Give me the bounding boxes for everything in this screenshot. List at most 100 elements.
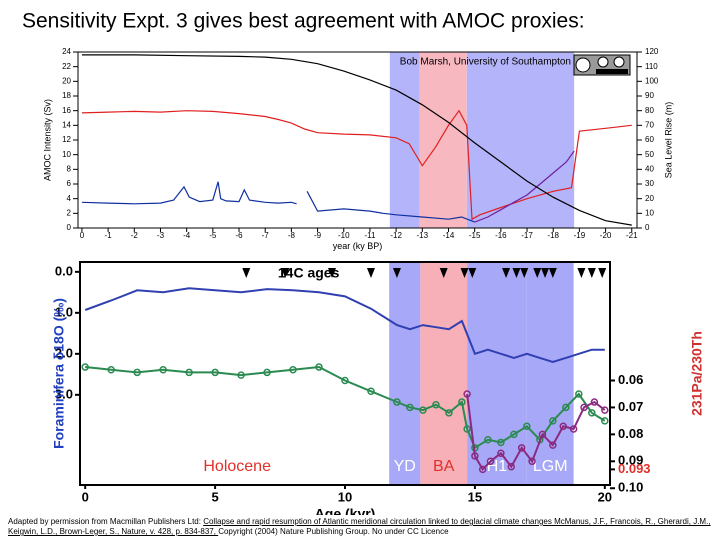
x-axis-label: Age (kyr) bbox=[315, 506, 376, 515]
y-axis-label: Foraminifera δ18O (‰) bbox=[51, 298, 67, 449]
data-point bbox=[486, 457, 495, 466]
x-tick-label: -2 bbox=[131, 231, 139, 240]
slide-canvas: Sensitivity Expt. 3 gives best agreement… bbox=[22, 10, 705, 515]
data-point bbox=[185, 368, 193, 377]
data-point bbox=[289, 365, 297, 374]
x-tick-label: -6 bbox=[235, 231, 243, 240]
y2-tick-label: 80 bbox=[645, 106, 654, 115]
data-point bbox=[562, 403, 570, 412]
age-marker bbox=[598, 268, 607, 278]
data-point bbox=[580, 403, 588, 412]
data-point bbox=[569, 425, 578, 433]
shaded-period bbox=[420, 262, 468, 485]
data-point bbox=[445, 409, 453, 417]
age-marker bbox=[468, 268, 477, 278]
age-marker bbox=[541, 268, 550, 278]
y2-tick-label: 0.07 bbox=[618, 399, 643, 414]
x-tick-label: -18 bbox=[547, 231, 559, 240]
data-point bbox=[463, 425, 471, 433]
age-marker bbox=[520, 268, 529, 278]
y-tick-label: 24 bbox=[62, 47, 71, 56]
y-tick-label: 6 bbox=[67, 179, 72, 188]
shaded-period bbox=[466, 52, 575, 228]
period-label: H1 bbox=[487, 458, 508, 475]
y2-tick-label: 40 bbox=[645, 164, 654, 173]
y-tick-label: 20 bbox=[62, 76, 71, 85]
footer-text: Collapse and rapid resumption of Atlanti… bbox=[8, 517, 711, 536]
y-tick-label: 0 bbox=[67, 223, 72, 232]
age-marker bbox=[242, 268, 251, 278]
attribution: Bob Marsh, University of Southampton bbox=[400, 57, 571, 68]
x-tick-label: -4 bbox=[183, 231, 191, 240]
age-marker bbox=[533, 268, 542, 278]
data-point bbox=[478, 465, 487, 474]
x-tick-label: -12 bbox=[390, 231, 402, 240]
y-tick-label: 2 bbox=[67, 208, 72, 217]
x-axis-label: year (ky BP) bbox=[333, 241, 383, 251]
data-point bbox=[484, 436, 492, 444]
data-point bbox=[367, 387, 375, 396]
y2-tick-label: 70 bbox=[645, 120, 654, 129]
y-tick-label: 2.0 bbox=[55, 345, 73, 360]
y-tick-label: 18 bbox=[62, 91, 71, 100]
data-point bbox=[590, 398, 599, 406]
y2-tick-label: 0 bbox=[645, 223, 650, 232]
data-point bbox=[458, 398, 466, 406]
age-marker bbox=[439, 268, 448, 278]
data-point bbox=[237, 371, 245, 379]
data-point bbox=[507, 462, 516, 471]
data-point bbox=[601, 406, 609, 414]
x-tick-label: 10 bbox=[338, 489, 352, 504]
data-point bbox=[263, 368, 271, 377]
data-line bbox=[84, 287, 605, 364]
shaded-period bbox=[467, 262, 527, 485]
y2-axis-label: Sea Level Rise (m) bbox=[663, 102, 673, 179]
x-tick-label: 20 bbox=[598, 489, 612, 504]
footer-text: Adapted by permission from Macmillan Pub… bbox=[8, 517, 204, 526]
x-tick-label: -16 bbox=[495, 231, 507, 240]
period-label: BA bbox=[433, 458, 455, 475]
y2-tick-label: 20 bbox=[645, 194, 654, 203]
data-point bbox=[341, 376, 349, 385]
shaded-period bbox=[419, 52, 467, 228]
y2-tick-label: 0.06 bbox=[618, 372, 643, 387]
age-marker bbox=[502, 268, 511, 278]
data-point bbox=[419, 406, 427, 414]
x-tick-label: -14 bbox=[443, 231, 455, 240]
y-tick-label: 12 bbox=[62, 135, 71, 144]
shaded-period bbox=[389, 262, 421, 485]
y-tick-label: 3.0 bbox=[55, 386, 73, 401]
footer-text: Copyright (2004) Nature Publishing Group… bbox=[218, 527, 449, 536]
data-point bbox=[159, 365, 167, 374]
data-point bbox=[432, 400, 440, 409]
x-tick-label: 0 bbox=[82, 489, 89, 504]
shaded-period bbox=[389, 52, 420, 228]
period-label: Holocene bbox=[203, 458, 271, 475]
x-tick-label: -3 bbox=[157, 231, 165, 240]
x-tick-label: -19 bbox=[574, 231, 586, 240]
y-tick-label: 16 bbox=[62, 106, 71, 115]
data-point bbox=[463, 390, 471, 398]
data-point bbox=[523, 422, 531, 431]
data-point bbox=[575, 390, 583, 398]
y2-tick-label: 0.093 bbox=[618, 461, 651, 476]
data-point bbox=[549, 441, 557, 449]
x-tick-label: -7 bbox=[262, 231, 270, 240]
y2-tick-label: 10 bbox=[645, 208, 654, 217]
y2-tick-label: 100 bbox=[645, 76, 659, 85]
y2-tick-label: 50 bbox=[645, 150, 654, 159]
data-point bbox=[588, 409, 596, 417]
data-point bbox=[211, 368, 219, 377]
x-tick-label: -20 bbox=[600, 231, 612, 240]
footer: Adapted by permission from Macmillan Pub… bbox=[8, 517, 712, 537]
y-tick-label: 8 bbox=[67, 164, 72, 173]
age-marker bbox=[548, 268, 557, 278]
y-axis-label: AMOC Intensity (Sv) bbox=[42, 99, 52, 181]
age-marker bbox=[328, 268, 337, 278]
x-tick-label: 15 bbox=[468, 489, 482, 504]
data-point bbox=[393, 398, 401, 406]
y-tick-label: 22 bbox=[62, 62, 71, 71]
data-point bbox=[549, 417, 557, 425]
age-marker bbox=[392, 268, 401, 278]
age-marker bbox=[281, 268, 290, 278]
